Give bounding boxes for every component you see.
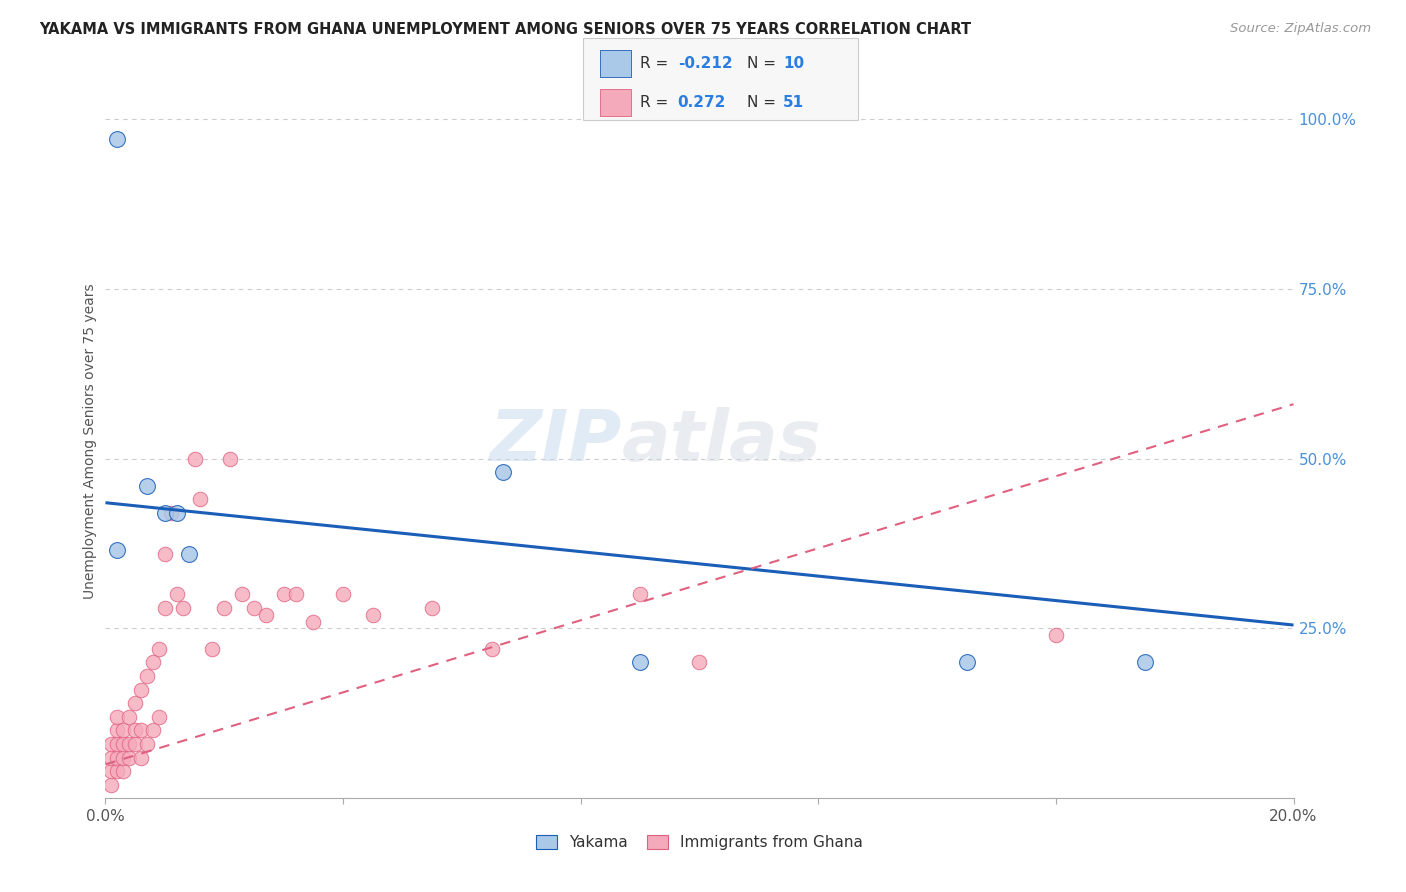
Point [420, 601, 443, 615]
Point [124, 737, 146, 751]
Point [112, 737, 135, 751]
Point [105, 132, 128, 146]
Text: Source: ZipAtlas.com: Source: ZipAtlas.com [1230, 22, 1371, 36]
Point [956, 656, 979, 670]
Text: N =: N = [747, 95, 780, 110]
Point [142, 656, 165, 670]
Point [481, 641, 503, 656]
Point [105, 750, 128, 764]
Point [136, 479, 159, 493]
Point [628, 587, 651, 601]
Point [273, 587, 295, 601]
Point [100, 737, 122, 751]
Point [172, 601, 194, 615]
Point [284, 587, 307, 601]
Point [177, 547, 200, 561]
Point [1133, 656, 1156, 670]
Point [124, 723, 146, 738]
Point [118, 737, 141, 751]
Point [136, 669, 159, 683]
Point [332, 587, 354, 601]
Point [214, 601, 236, 615]
Point [153, 547, 176, 561]
Point [153, 601, 176, 615]
Point [302, 615, 325, 629]
Point [153, 506, 176, 520]
Point [148, 710, 170, 724]
Point [136, 737, 159, 751]
Point [112, 750, 135, 764]
Point [100, 778, 122, 792]
Point [254, 607, 277, 622]
Point [190, 492, 212, 507]
Point [129, 750, 152, 764]
Point [492, 465, 515, 479]
Point [129, 723, 152, 738]
Point [201, 641, 224, 656]
Text: N =: N = [747, 56, 780, 70]
Point [689, 656, 711, 670]
Text: atlas: atlas [623, 407, 823, 476]
Point [100, 764, 122, 779]
Point [243, 601, 266, 615]
Text: 0.272: 0.272 [678, 95, 725, 110]
Point [361, 607, 384, 622]
Text: R =: R = [640, 56, 673, 70]
Point [1045, 628, 1067, 642]
Legend: Yakama, Immigrants from Ghana: Yakama, Immigrants from Ghana [530, 829, 869, 856]
Point [105, 723, 128, 738]
Text: YAKAMA VS IMMIGRANTS FROM GHANA UNEMPLOYMENT AMONG SENIORS OVER 75 YEARS CORRELA: YAKAMA VS IMMIGRANTS FROM GHANA UNEMPLOY… [39, 22, 972, 37]
Point [159, 506, 181, 520]
Point [105, 543, 128, 558]
Point [231, 587, 253, 601]
Point [628, 656, 651, 670]
Point [129, 682, 152, 697]
Point [105, 764, 128, 779]
Point [124, 696, 146, 710]
Text: 10: 10 [783, 56, 804, 70]
Point [112, 764, 135, 779]
Point [118, 750, 141, 764]
Point [183, 451, 205, 466]
Text: 51: 51 [783, 95, 804, 110]
Point [148, 641, 170, 656]
Text: -0.212: -0.212 [678, 56, 733, 70]
Point [118, 710, 141, 724]
Point [142, 723, 165, 738]
Text: ZIP: ZIP [491, 407, 623, 476]
Point [166, 506, 188, 520]
Point [105, 737, 128, 751]
Point [112, 723, 135, 738]
Y-axis label: Unemployment Among Seniors over 75 years: Unemployment Among Seniors over 75 years [83, 284, 97, 599]
Point [166, 587, 188, 601]
Point [100, 750, 122, 764]
Point [105, 710, 128, 724]
Text: R =: R = [640, 95, 673, 110]
Point [219, 451, 242, 466]
